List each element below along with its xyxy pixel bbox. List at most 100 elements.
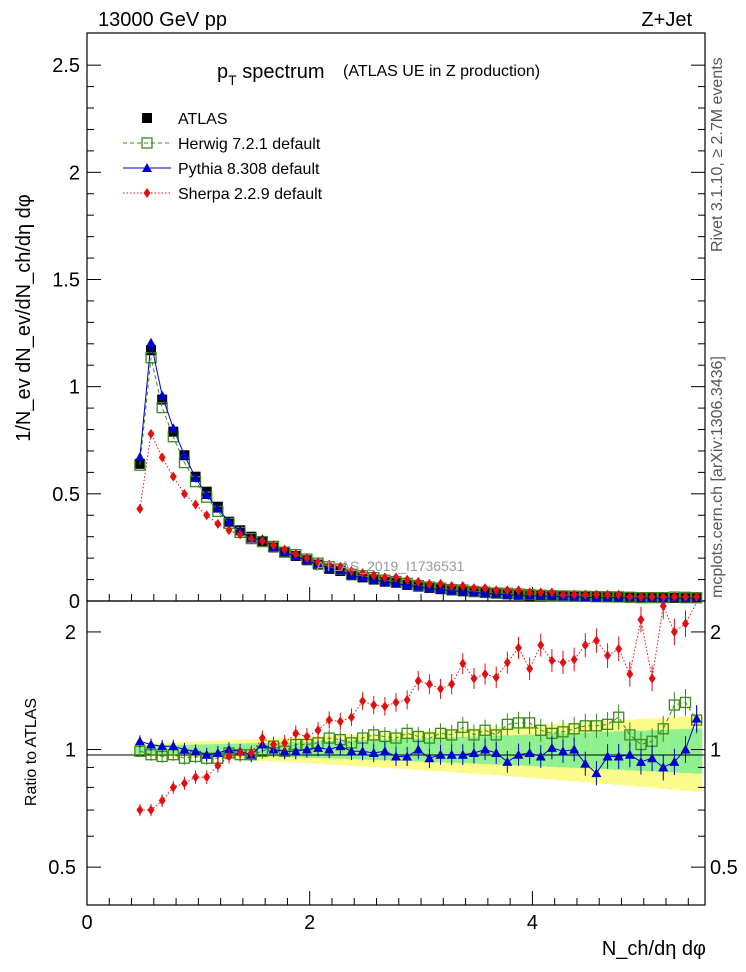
data-point-sherpa: [548, 587, 556, 598]
data-point-sherpa: [492, 585, 500, 596]
data-point-sherpa: [392, 572, 400, 583]
ratio-point-herwig: [657, 723, 669, 735]
ratio-point-sherpa: [169, 782, 177, 793]
ratio-point-sherpa: [192, 772, 200, 783]
data-point-sherpa: [292, 548, 300, 559]
ratio-point-sherpa: [392, 697, 400, 708]
ratio-point-sherpa: [336, 716, 344, 727]
data-point-pythia: [212, 503, 223, 513]
ratio-point-sherpa: [158, 795, 166, 806]
ratio-point-pythia: [368, 747, 379, 757]
ratio-point-pythia: [146, 739, 157, 749]
data-point-sherpa: [592, 589, 600, 600]
data-point-sherpa: [381, 572, 389, 583]
ratio-point-pythia: [524, 747, 535, 757]
band-green: [691, 728, 703, 774]
ratio-point-sherpa: [381, 701, 389, 712]
ratio-point-pythia: [669, 756, 680, 766]
data-point-pythia: [391, 578, 401, 588]
ratio-point-sherpa: [514, 642, 522, 653]
data-point-sherpa: [403, 574, 411, 585]
y-tick-label-top: 2: [69, 162, 80, 184]
band-green: [579, 732, 591, 769]
data-point-sherpa: [370, 570, 378, 581]
ratio-point-sherpa: [347, 712, 355, 723]
data-point-sherpa: [670, 591, 678, 602]
y-tick-label-ratio: 1: [65, 740, 76, 762]
ratio-point-pythia: [680, 744, 691, 754]
header-right: Z+Jet: [641, 9, 692, 31]
ratio-point-herwig: [368, 729, 380, 741]
data-point-pythia: [157, 390, 168, 400]
ratio-point-herwig: [468, 729, 480, 741]
data-point-sherpa: [347, 565, 355, 576]
ratio-point-sherpa: [481, 669, 489, 680]
y-tick-label-top: 1: [69, 377, 80, 399]
ratio-point-sherpa: [214, 760, 222, 771]
ratio-point-herwig: [401, 727, 413, 740]
band-green: [590, 732, 602, 769]
ratio-point-herwig: [446, 729, 458, 741]
ratio-point-herwig: [668, 699, 681, 711]
ratio-point-sherpa: [203, 772, 211, 783]
ratio-point-pythia: [602, 751, 613, 761]
ratio-frame: [86, 600, 706, 906]
y-tick-label-top: 1.5: [52, 269, 80, 291]
ratio-point-pythia: [513, 749, 524, 759]
y-tick-label-ratio: 2: [65, 622, 76, 644]
ratio-point-sherpa: [281, 737, 289, 748]
ratio-point-pythia: [569, 744, 580, 754]
data-point-sherpa: [303, 553, 311, 564]
y-tick-label-ratio: 0.5: [48, 857, 76, 879]
data-point-sherpa: [481, 583, 489, 594]
data-point-sherpa: [225, 525, 233, 536]
ratio-point-herwig: [601, 718, 614, 731]
ratio-point-pythia: [647, 753, 658, 763]
data-point-atlas: [146, 345, 157, 356]
ratio-point-pythia: [502, 756, 513, 766]
data-point-pythia: [457, 586, 468, 596]
ratio-point-pythia: [624, 749, 635, 759]
ratio-point-herwig: [579, 720, 591, 732]
band-green: [501, 735, 513, 765]
ratio-point-pythia: [446, 749, 457, 759]
y-tick-label-top: 0: [69, 591, 80, 613]
ratio-point-pythia: [580, 758, 591, 768]
ratio-point-sherpa: [325, 715, 333, 726]
ratio-point-sherpa: [225, 751, 233, 762]
side-label-bottom: mcplots.cern.ch [arXiv:1306.3436]: [709, 356, 726, 598]
ratio-point-pythia: [157, 741, 168, 751]
ratio-point-pythia: [290, 746, 301, 756]
data-point-sherpa: [281, 544, 289, 555]
legend-label: ATLAS: [178, 111, 228, 128]
ratio-point-pythia: [480, 744, 491, 754]
ratio-point-pythia: [591, 768, 602, 778]
axis-ticks: 0 2 4 0 0.5 1 1.5 2 2.5 0.5 0.5 1 1 2 2: [48, 55, 738, 934]
x-tick-label: 2: [304, 912, 315, 934]
ratio-point-sherpa: [425, 679, 433, 690]
data-point-sherpa: [136, 503, 144, 514]
data-point-sherpa: [270, 540, 278, 551]
ratio-point-herwig: [423, 732, 436, 744]
data-point-sherpa: [648, 591, 656, 602]
ratio-point-herwig: [390, 732, 402, 744]
ratio-point-sherpa: [615, 643, 623, 654]
ratio-point-pythia: [535, 751, 546, 761]
ratio-point-pythia: [335, 741, 346, 751]
data-point-sherpa: [336, 561, 344, 572]
data-point-pythia: [168, 423, 179, 433]
ratio-point-pythia: [413, 744, 424, 754]
data-point-sherpa: [604, 589, 612, 600]
ratio-point-sherpa: [459, 658, 467, 669]
ratio-point-sherpa: [548, 655, 556, 666]
ratio-point-herwig: [523, 717, 536, 729]
data-point-sherpa: [581, 589, 589, 600]
x-tick-label: 4: [527, 912, 538, 934]
ratio-point-sherpa: [492, 672, 500, 683]
y-tick-label-top: 0.5: [52, 484, 80, 506]
ratio-point-pythia: [301, 744, 312, 754]
ratio-point-sherpa: [682, 618, 690, 629]
ratio-point-pythia: [546, 742, 557, 752]
ratio-point-sherpa: [292, 728, 300, 739]
